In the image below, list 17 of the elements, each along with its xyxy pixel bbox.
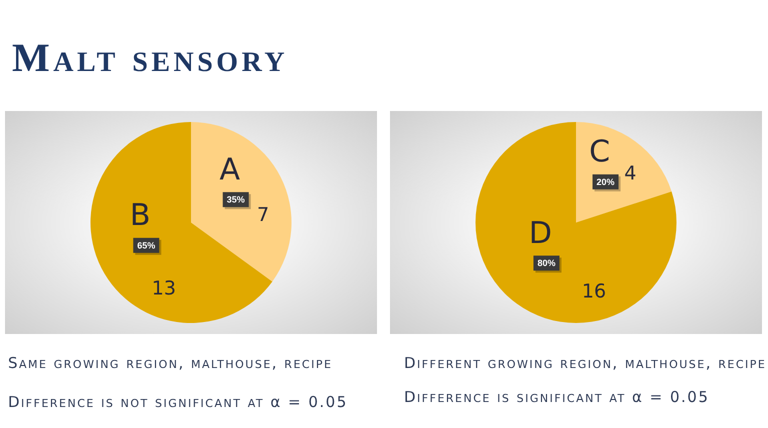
text: 65% — [137, 240, 156, 250]
data-label: 16 — [582, 280, 606, 303]
data-label: 7 — [257, 204, 270, 226]
text: Same growing region, malthouse, recipe — [8, 354, 332, 372]
slice-label: A — [220, 152, 241, 188]
text: 35% — [226, 194, 245, 205]
text: Difference is not significant at α = 0.05 — [8, 393, 348, 411]
data-label: 13 — [152, 278, 176, 300]
chart-title: Malt sensory — [12, 35, 288, 80]
text: 80% — [537, 258, 556, 268]
text: 20% — [596, 176, 615, 187]
text: Difference is significant at α = 0.05 — [404, 388, 710, 406]
text: Different growing region, malthouse, recipe — [404, 354, 766, 372]
slice-label: C — [589, 134, 610, 170]
slice-label: D — [528, 216, 552, 251]
data-label: 4 — [624, 162, 636, 185]
slice-label: B — [130, 198, 151, 234]
